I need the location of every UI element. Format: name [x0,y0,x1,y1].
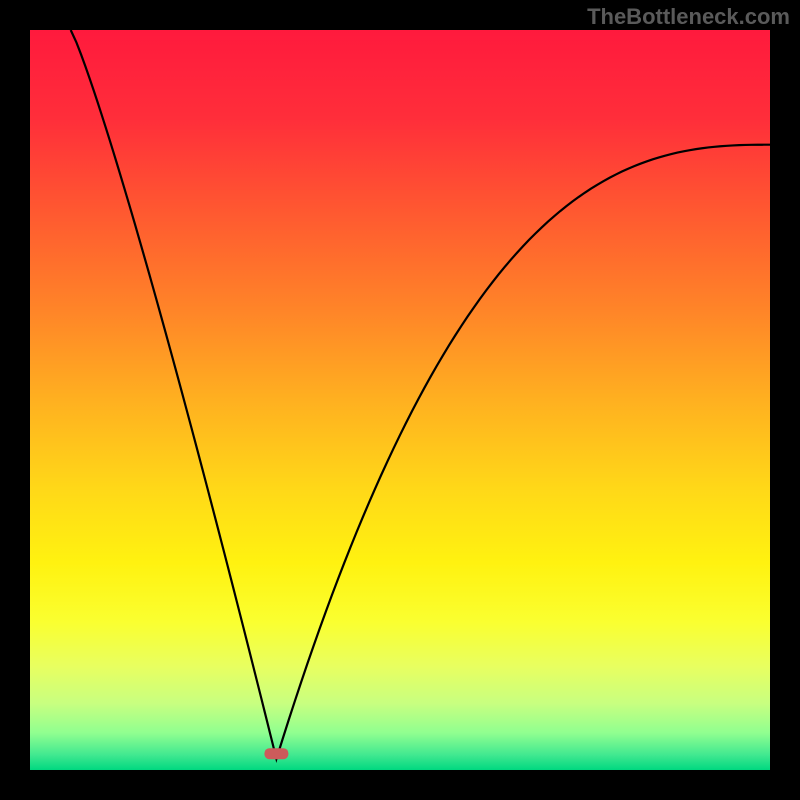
chart-container: TheBottleneck.com [0,0,800,800]
watermark-text: TheBottleneck.com [587,4,790,30]
optimal-marker [264,748,288,759]
gradient-background [30,30,770,770]
bottleneck-chart [0,0,800,800]
